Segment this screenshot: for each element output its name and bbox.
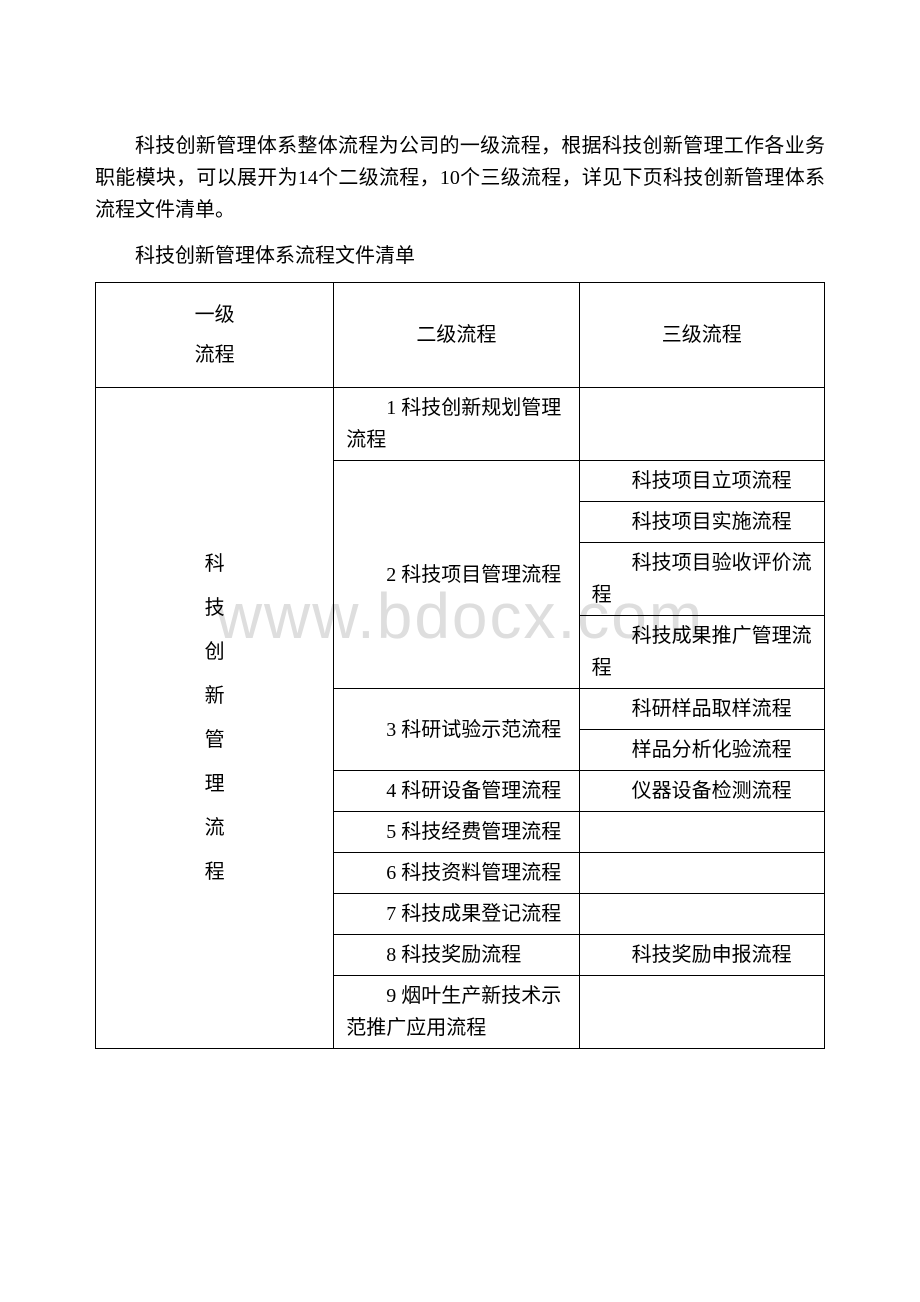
level2-cell: 8 科技奖励流程 bbox=[334, 935, 579, 976]
level3-cell bbox=[579, 894, 824, 935]
level1-char: 程 bbox=[205, 850, 225, 894]
table-header-row: 一级 流程 二级流程 三级流程 bbox=[96, 283, 825, 388]
level1-char: 技 bbox=[205, 586, 225, 630]
level3-cell: 科技项目实施流程 bbox=[579, 502, 824, 543]
level3-cell: 科技成果推广管理流程 bbox=[579, 616, 824, 689]
level2-cell: 7 科技成果登记流程 bbox=[334, 894, 579, 935]
level2-cell: 4 科研设备管理流程 bbox=[334, 771, 579, 812]
level1-char: 管 bbox=[205, 718, 225, 762]
process-table: 一级 流程 二级流程 三级流程 科 技 创 新 管 理 流 bbox=[95, 282, 825, 1049]
level3-cell: 样品分析化验流程 bbox=[579, 730, 824, 771]
level3-cell: 科研样品取样流程 bbox=[579, 689, 824, 730]
level1-cell: 科 技 创 新 管 理 流 程 bbox=[96, 388, 334, 1049]
header-level2: 二级流程 bbox=[334, 283, 579, 388]
level1-char: 科 bbox=[205, 542, 225, 586]
level3-cell: 科技项目立项流程 bbox=[579, 461, 824, 502]
table-title: 科技创新管理体系流程文件清单 bbox=[95, 240, 825, 272]
level1-char: 理 bbox=[205, 762, 225, 806]
level3-cell bbox=[579, 812, 824, 853]
level2-cell: 9 烟叶生产新技术示范推广应用流程 bbox=[334, 976, 579, 1049]
level1-char: 新 bbox=[205, 674, 225, 718]
level3-cell: 科技项目验收评价流程 bbox=[579, 543, 824, 616]
level1-char: 创 bbox=[205, 630, 225, 674]
level3-cell bbox=[579, 388, 824, 461]
level3-cell: 仪器设备检测流程 bbox=[579, 771, 824, 812]
header-level1-line2: 流程 bbox=[195, 344, 235, 366]
level2-cell: 6 科技资料管理流程 bbox=[334, 853, 579, 894]
table-row: 科 技 创 新 管 理 流 程 1 科技创新规划管理流程 bbox=[96, 388, 825, 461]
header-level1: 一级 流程 bbox=[96, 283, 334, 388]
level2-cell: 1 科技创新规划管理流程 bbox=[334, 388, 579, 461]
header-level3: 三级流程 bbox=[579, 283, 824, 388]
intro-paragraph: 科技创新管理体系整体流程为公司的一级流程，根据科技创新管理工作各业务职能模块，可… bbox=[95, 130, 825, 226]
header-level1-line1: 一级 bbox=[195, 304, 235, 326]
level2-cell: 3 科研试验示范流程 bbox=[334, 689, 579, 771]
level3-cell bbox=[579, 853, 824, 894]
level2-cell: 5 科技经费管理流程 bbox=[334, 812, 579, 853]
level2-cell: 2 科技项目管理流程 bbox=[334, 461, 579, 689]
level1-char: 流 bbox=[205, 806, 225, 850]
level3-cell bbox=[579, 976, 824, 1049]
level3-cell: 科技奖励申报流程 bbox=[579, 935, 824, 976]
